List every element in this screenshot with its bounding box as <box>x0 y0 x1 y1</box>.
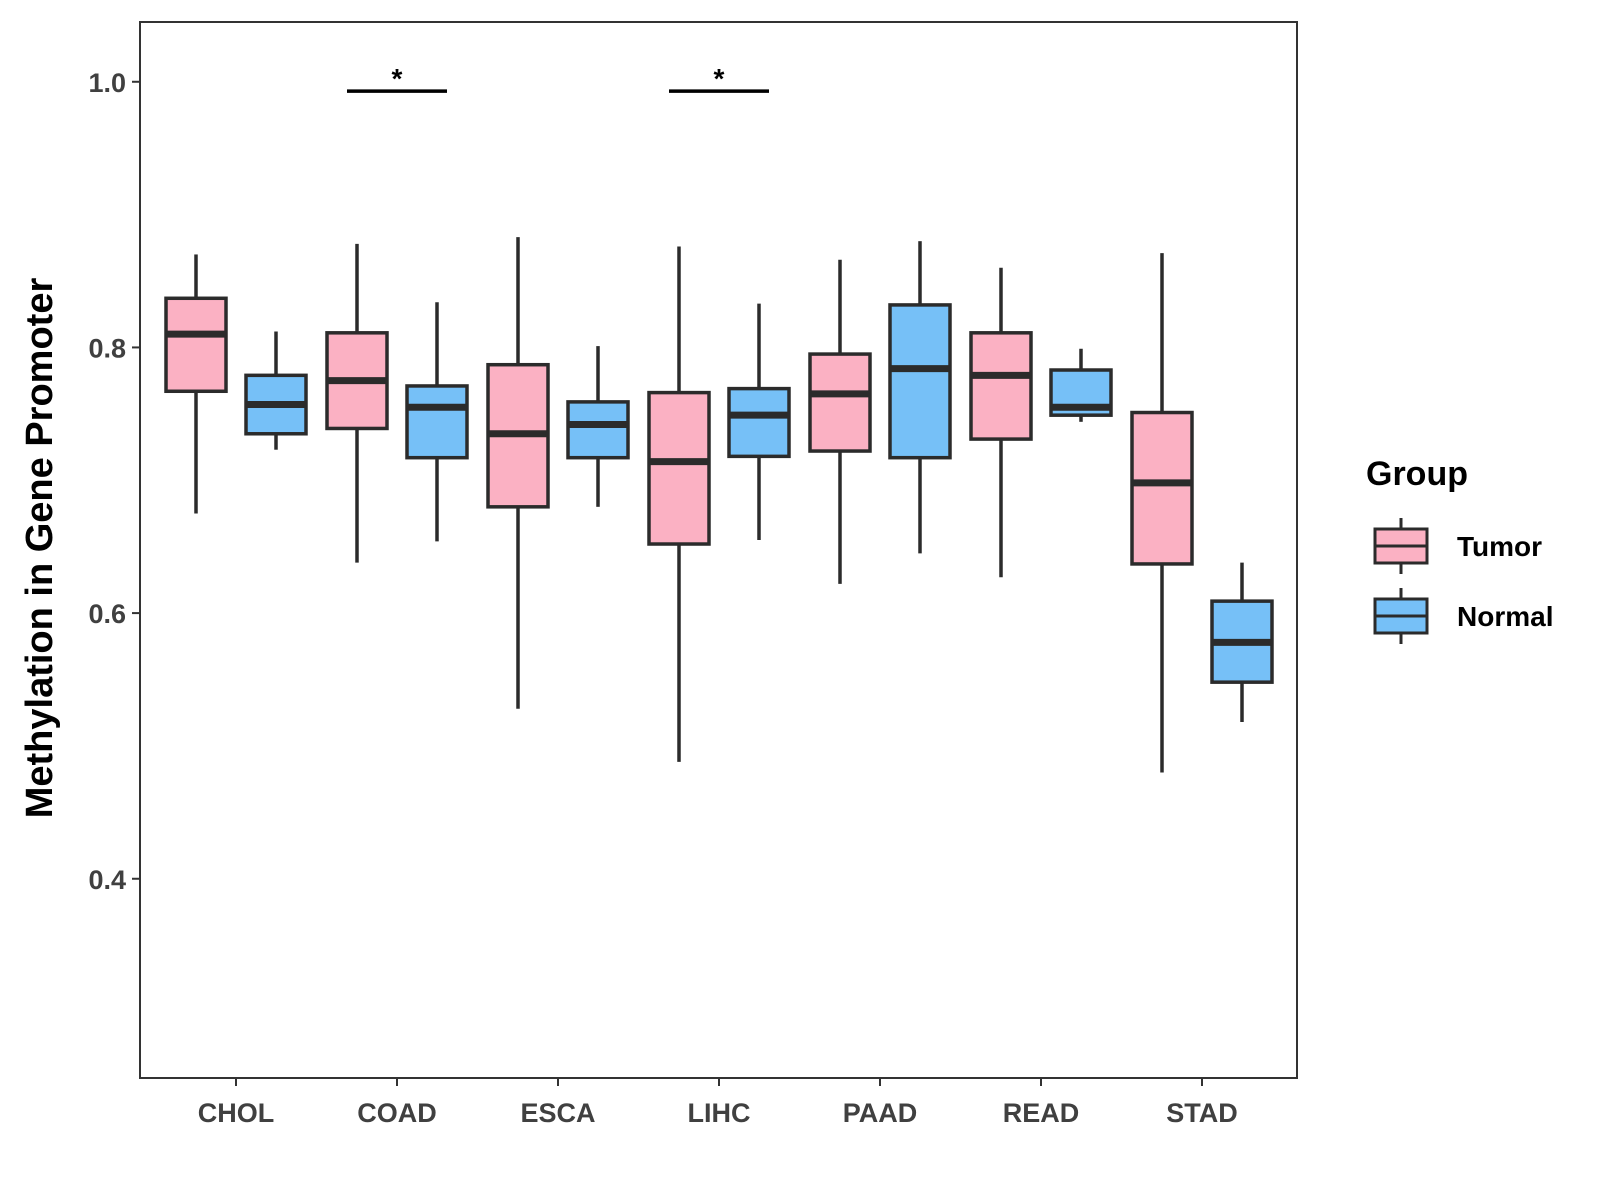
plot-panel-border <box>139 21 1298 1079</box>
box-normal-coad <box>405 302 469 542</box>
box-normal-read <box>1049 348 1113 422</box>
box-tumor-esca <box>486 237 550 709</box>
box-body <box>647 390 711 546</box>
y-axis-title: Methylation in Gene Promoter <box>19 278 61 819</box>
box-body <box>566 400 630 460</box>
legend-entry-tumor: Tumor <box>1373 518 1542 574</box>
box-normal-lihc <box>727 303 791 541</box>
box-body <box>1130 410 1194 566</box>
x-tick-label: ESCA <box>520 1098 595 1128</box>
box-body <box>727 386 791 459</box>
y-tick-label: 0.8 <box>88 333 126 363</box>
box-tumor-paad <box>808 259 872 584</box>
box-normal-chol <box>244 331 308 450</box>
box-body <box>969 331 1033 441</box>
x-tick-label: READ <box>1003 1098 1080 1128</box>
box-tumor-coad <box>325 243 389 563</box>
box-normal-paad <box>888 241 952 554</box>
box-normal-esca <box>566 346 630 507</box>
box-tumor-chol <box>164 254 228 514</box>
legend-title: Group <box>1366 455 1468 493</box>
y-axis: 0.4 0.6 0.8 1.0 <box>88 68 140 895</box>
y-tick-label: 0.4 <box>88 865 126 895</box>
legend: Group Tumor Normal <box>1366 455 1553 644</box>
box-normal-stad <box>1210 562 1274 723</box>
y-tick-label: 0.6 <box>88 599 126 629</box>
box-tumor-read <box>969 267 1033 578</box>
x-axis: CHOL COAD ESCA LIHC PAAD READ STAD <box>198 1078 1238 1128</box>
box-series <box>164 237 1274 773</box>
y-tick-label: 1.0 <box>88 68 126 98</box>
box-body <box>164 296 228 394</box>
x-tick-label: CHOL <box>198 1098 275 1128</box>
box-body <box>405 384 469 460</box>
x-tick-label: LIHC <box>688 1098 751 1128</box>
box-body <box>888 303 952 460</box>
box-tumor-lihc <box>647 246 711 762</box>
legend-label: Tumor <box>1457 531 1542 562</box>
x-tick-label: PAAD <box>843 1098 918 1128</box>
significance-star: * <box>392 63 403 94</box>
x-tick-label: STAD <box>1166 1098 1238 1128</box>
legend-entry-normal: Normal <box>1373 588 1553 644</box>
legend-label: Normal <box>1457 601 1553 632</box>
box-body <box>808 352 872 453</box>
box-tumor-stad <box>1130 253 1194 773</box>
significance-annotations: * * <box>347 63 769 94</box>
x-tick-label: COAD <box>357 1098 437 1128</box>
significance-star: * <box>714 63 725 94</box>
